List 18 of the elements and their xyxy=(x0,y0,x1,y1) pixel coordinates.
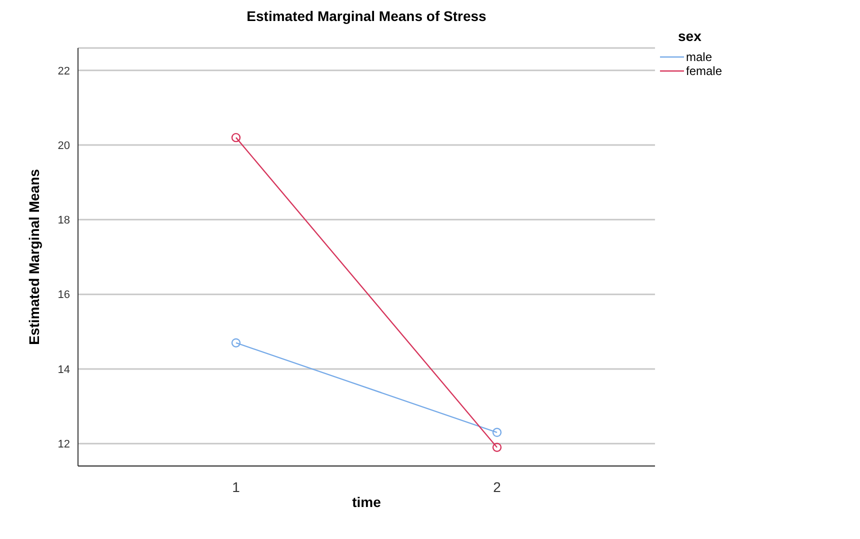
legend-title: sex xyxy=(678,28,702,44)
point xyxy=(231,338,241,348)
x-axis-title: time xyxy=(351,494,382,510)
legend-label: male xyxy=(686,50,712,64)
x-tick-label: 1 xyxy=(232,478,240,495)
legend-label: female xyxy=(686,64,722,78)
point xyxy=(231,132,241,142)
x-tick-label: 2 xyxy=(493,478,502,495)
chart-title: Estimated Marginal Means of Stress xyxy=(246,8,488,24)
y-tick-label: 22 xyxy=(58,65,70,78)
y-tick-label: 18 xyxy=(58,214,70,227)
point xyxy=(492,442,502,452)
y-tick-label: 16 xyxy=(58,289,70,302)
point xyxy=(492,428,502,438)
y-tick-label: 12 xyxy=(58,438,70,451)
y-tick-label: 14 xyxy=(58,364,70,376)
y-axis-title: Estimated Marginal Means xyxy=(26,169,42,345)
y-tick-label: 20 xyxy=(58,140,70,152)
